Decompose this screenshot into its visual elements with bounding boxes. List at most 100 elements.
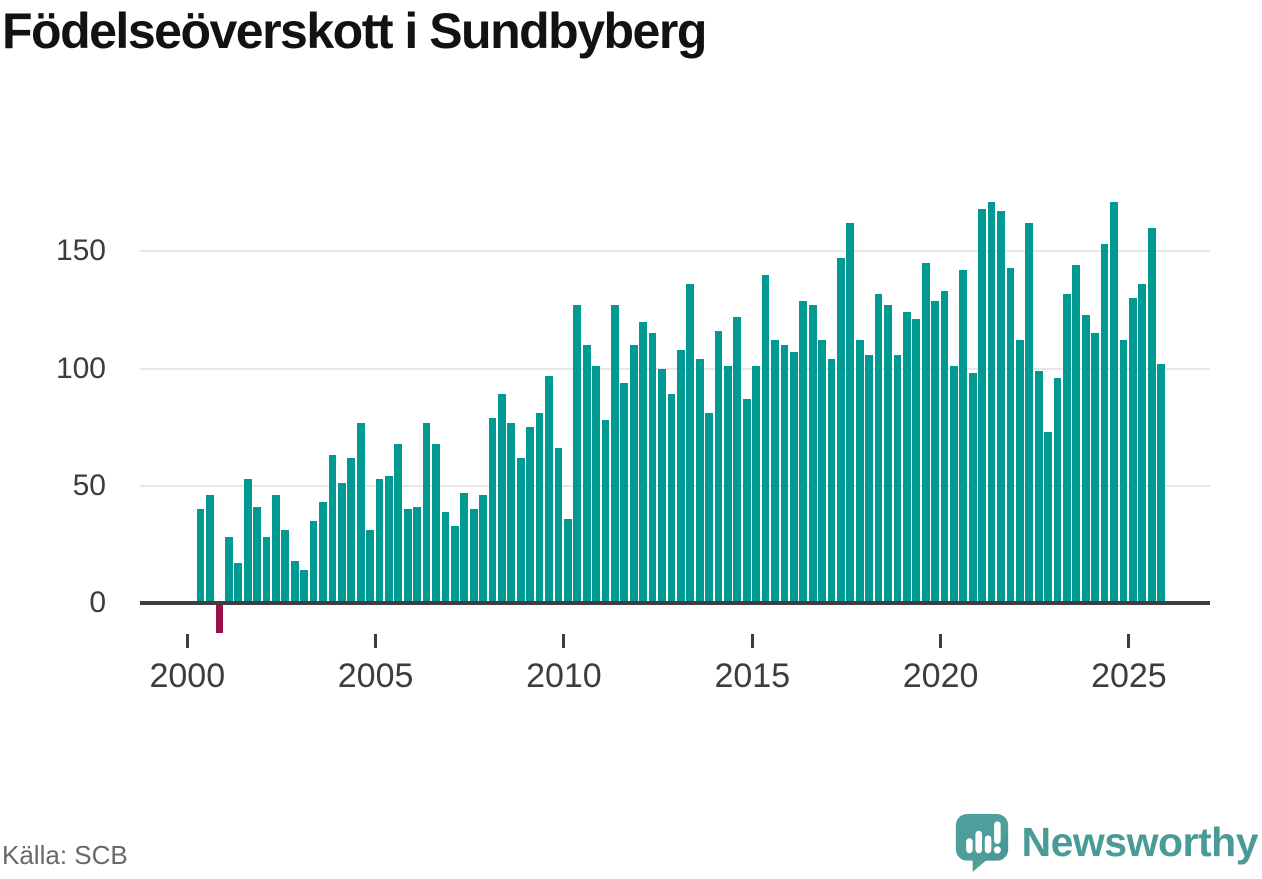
gridline-y-150 <box>140 250 1210 253</box>
bar <box>818 340 826 603</box>
bar <box>356 422 365 603</box>
bar <box>940 291 949 603</box>
bar <box>337 483 346 603</box>
bar <box>300 570 309 603</box>
bar <box>1147 227 1156 603</box>
bar <box>714 331 723 603</box>
bar <box>554 448 563 603</box>
bar <box>394 443 403 603</box>
bar <box>243 478 252 603</box>
source-note: Källa: SCB <box>2 840 128 870</box>
x-axis-label-2025: 2025 <box>1091 657 1167 695</box>
bar <box>959 270 968 603</box>
bar <box>479 495 487 603</box>
x-axis-tick-2005 <box>374 634 378 648</box>
bar <box>724 366 732 603</box>
bar <box>611 305 619 603</box>
bar <box>987 202 996 603</box>
bar <box>1091 333 1100 603</box>
bar <box>629 345 638 603</box>
bar <box>1006 267 1015 603</box>
bar <box>526 427 535 603</box>
x-axis-label-2000: 2000 <box>149 657 226 695</box>
bar <box>808 305 817 603</box>
bar <box>507 422 516 603</box>
bar <box>253 506 261 603</box>
bar <box>422 422 431 603</box>
bar <box>921 263 930 603</box>
bar <box>460 492 469 603</box>
bar <box>1072 265 1081 603</box>
y-axis-label-0: 0 <box>89 586 106 619</box>
bar <box>667 394 676 603</box>
x-axis-tick-2015 <box>750 634 754 648</box>
bar <box>874 293 883 603</box>
chart-title: Födelseöverskott i Sundbyberg <box>2 3 707 59</box>
bar <box>978 209 987 603</box>
bar <box>206 495 214 603</box>
y-axis-label-150: 150 <box>55 234 106 268</box>
bar <box>545 375 553 603</box>
bar <box>846 223 855 603</box>
bar <box>1053 377 1062 603</box>
bar <box>761 274 770 603</box>
bar <box>837 258 845 603</box>
bar <box>563 518 572 603</box>
bar <box>272 495 280 603</box>
bar <box>620 382 629 603</box>
bar <box>450 525 459 603</box>
x-axis-label-2010: 2010 <box>526 657 602 695</box>
bar <box>432 443 440 603</box>
bar <box>385 476 393 603</box>
bar <box>893 354 902 603</box>
bar <box>865 354 874 603</box>
bar <box>1015 340 1024 603</box>
bar <box>1063 293 1071 603</box>
bar <box>639 321 648 603</box>
x-axis-label-2020: 2020 <box>902 657 979 695</box>
bar <box>1034 370 1043 603</box>
bar <box>742 399 751 603</box>
bar <box>676 349 685 603</box>
bar <box>789 352 798 603</box>
bar <box>375 478 384 603</box>
bar <box>695 359 704 603</box>
bar <box>366 530 374 603</box>
bar <box>1119 340 1128 603</box>
y-axis-label-100: 100 <box>55 351 106 385</box>
bar <box>582 345 591 603</box>
bar <box>328 455 337 603</box>
bar <box>290 560 299 603</box>
bar <box>498 394 506 603</box>
bar <box>262 537 271 603</box>
bar <box>931 300 939 603</box>
bar <box>648 333 657 603</box>
bar <box>347 457 356 603</box>
bar <box>997 211 1005 603</box>
bar <box>1128 298 1137 603</box>
bar <box>1044 431 1052 603</box>
x-axis-line <box>140 601 1210 605</box>
bar <box>224 537 233 603</box>
bar <box>827 359 836 603</box>
bar <box>319 502 327 603</box>
bar <box>705 413 713 603</box>
x-axis-tick-2025 <box>1127 634 1131 648</box>
y-axis-label-50: 50 <box>72 468 106 502</box>
bar <box>1138 284 1147 603</box>
x-axis-tick-2020 <box>939 634 943 648</box>
bar <box>516 457 525 603</box>
bar <box>1157 363 1165 603</box>
bar <box>441 511 450 603</box>
bar <box>215 605 224 634</box>
bar <box>855 340 864 603</box>
bar <box>733 316 742 603</box>
bar <box>1100 244 1109 603</box>
bar <box>1025 223 1034 603</box>
x-axis-label-2005: 2005 <box>337 657 414 695</box>
bar <box>535 413 544 603</box>
bar <box>968 373 977 603</box>
bar <box>658 368 666 603</box>
bar <box>403 509 412 603</box>
gridline-y-100 <box>140 367 1210 370</box>
